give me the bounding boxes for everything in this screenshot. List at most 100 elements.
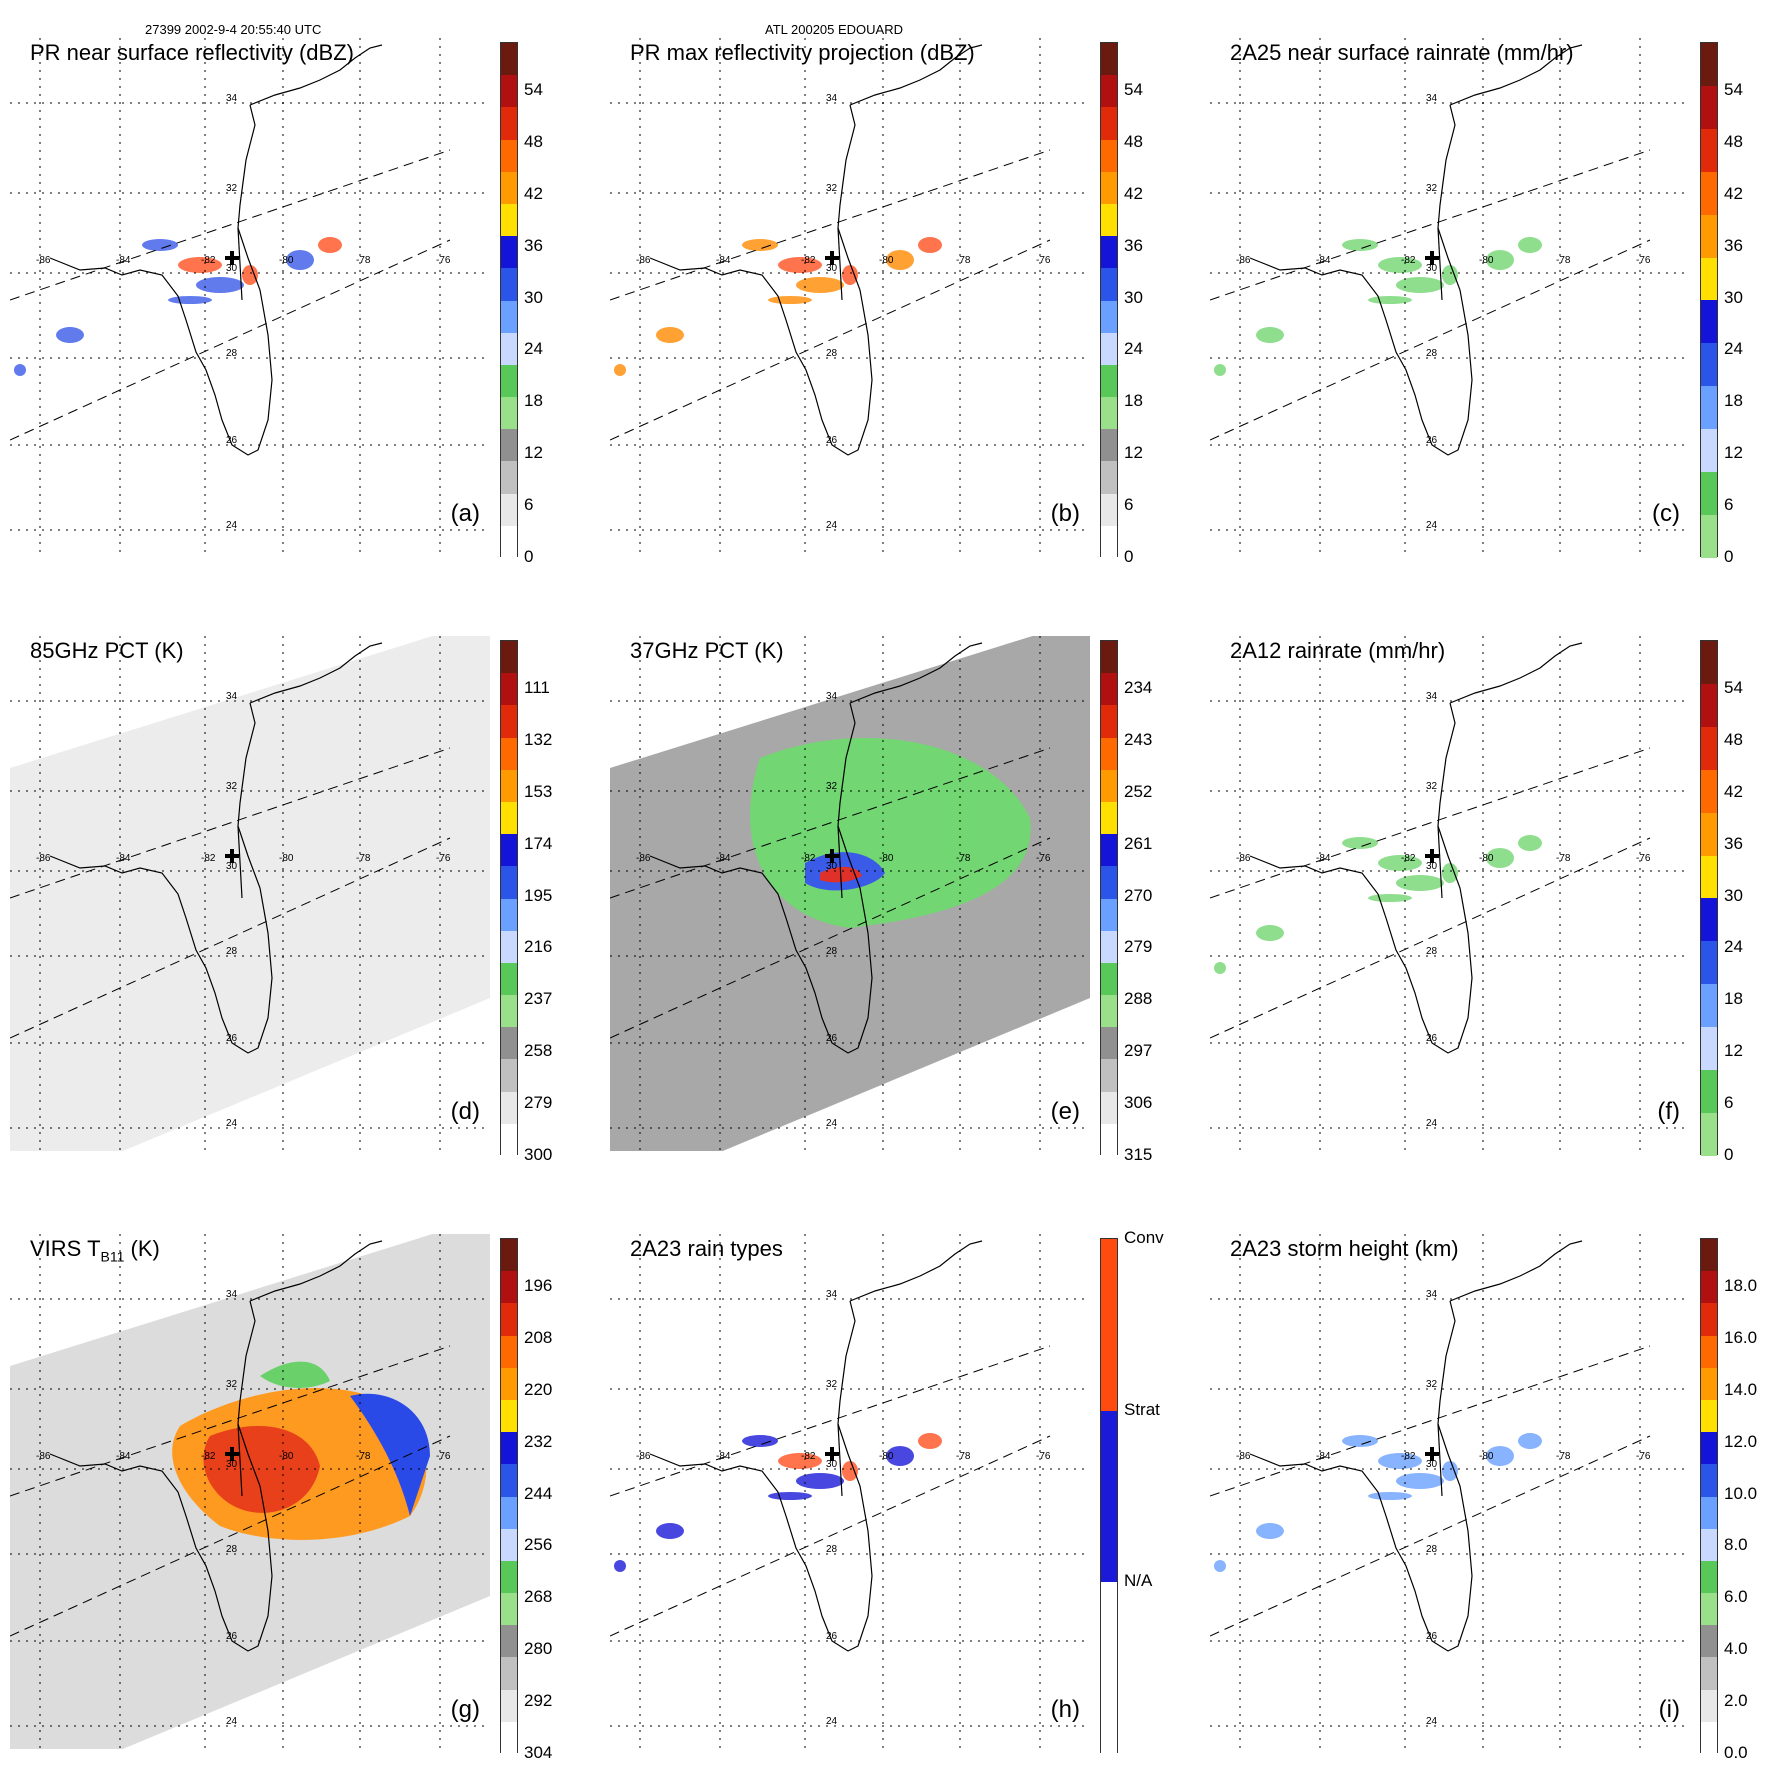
colorbar-tick-label: 195 (524, 885, 553, 905)
header-center: ATL 200205 EDOUARD (765, 22, 904, 37)
colorbar-tick-label: 12 (1724, 443, 1743, 463)
panel-label: (i) (1658, 1696, 1680, 1723)
colorbar-tick-label: 36 (1724, 235, 1743, 255)
colorbar-segment (1101, 1091, 1117, 1124)
coastline (1449, 1240, 1583, 1302)
swath-edge (610, 1345, 1051, 1497)
coastline (649, 104, 873, 456)
colorbar-segment (501, 1091, 517, 1124)
panel-label: (h) (1050, 1696, 1080, 1723)
lon-label: -86 (1236, 853, 1251, 864)
swath-background (10, 636, 490, 1151)
colorbar-segment (1101, 203, 1117, 237)
panel-label: (e) (1050, 1098, 1080, 1125)
precip-cell (1378, 1453, 1422, 1469)
colorbar-segment (501, 1464, 517, 1497)
precip-cell (742, 1435, 778, 1447)
storm-center-marker (1425, 849, 1439, 863)
precip-cell (14, 364, 26, 376)
colorbar-tick-label: 18 (1124, 391, 1143, 411)
lat-label: 32 (226, 1379, 238, 1390)
precip-cell (778, 1453, 822, 1469)
swath-edge (610, 747, 1051, 899)
precip-cell (614, 1560, 626, 1572)
colorbar-segment (501, 1689, 517, 1722)
colorbar-segment (1101, 429, 1117, 462)
swath-edge (1210, 1345, 1651, 1497)
lon-label: -76 (436, 853, 451, 864)
precip-cell (842, 265, 858, 285)
colorbar-segment (1101, 737, 1117, 770)
precip-cell (742, 239, 778, 251)
colorbar-segment (501, 75, 517, 108)
colorbar-segment (1101, 641, 1117, 674)
lat-label: 26 (826, 1033, 838, 1044)
colorbar-tick-label: 10.0 (1724, 1483, 1758, 1503)
cloud-green (260, 1361, 330, 1388)
coastline (249, 44, 383, 106)
map-i (1210, 1234, 1690, 1749)
swath-edge (1210, 837, 1651, 1039)
precip-cell (1518, 237, 1542, 253)
swath-edge (610, 837, 1051, 1039)
panel-title-subscript: B11 (100, 1248, 125, 1265)
panel-title-h: 2A23 rain types (630, 1236, 783, 1262)
panel-title-a: PR near surface reflectivity (dBZ) (30, 40, 354, 66)
coastline (1449, 642, 1583, 704)
coastline (849, 642, 983, 704)
colorbar-tick-label: 4.0 (1724, 1639, 1748, 1659)
colorbar-segment (501, 737, 517, 770)
colorbar-segment (1101, 834, 1117, 867)
colorbar-tick-label: 0.0 (1724, 1743, 1748, 1762)
precip-cell (918, 1433, 942, 1449)
colorbar-segment (1101, 1239, 1117, 1411)
lat-label: 26 (1426, 1033, 1438, 1044)
swath-edge (610, 149, 1051, 301)
lon-label: -76 (436, 1451, 451, 1462)
colorbar-segment (501, 1399, 517, 1433)
lat-label: 34 (1426, 93, 1438, 104)
colorbar-segment (501, 898, 517, 931)
storm-center-marker (1425, 1447, 1439, 1461)
lat-label: 30 (1426, 861, 1438, 872)
colorbar-segment (1701, 214, 1717, 258)
panel-label: (f) (1657, 1098, 1680, 1125)
colorbar-segment (501, 107, 517, 140)
storm-center-marker (225, 849, 239, 863)
lat-label: 26 (826, 1631, 838, 1642)
colorbar-ticks: 234 243 252 261 270 279 288 297 306 315 (1124, 640, 1184, 1164)
colorbar-segment (1101, 268, 1117, 301)
lon-label: -78 (1556, 853, 1571, 864)
precip-cell (1256, 327, 1284, 343)
map-svg-d (10, 636, 490, 1151)
colorbar-tick-label: 18.0 (1724, 1276, 1758, 1295)
precip-cell (142, 239, 178, 251)
colorbar-tick-label: 48 (524, 131, 543, 151)
precip-cell (1214, 962, 1226, 974)
lon-label: -84 (716, 255, 731, 266)
panel-d: 34 32 30 28 26 24 -86 -84 -82 -80 -78 -76 85GHz PCT … (0, 598, 552, 1164)
colorbar-ticks: 54 48 42 36 30 24 18 12 6 0 (524, 42, 584, 566)
colorbar-segment (1701, 812, 1717, 856)
colorbar-segment (1101, 866, 1117, 899)
colorbar-tick-label: 268 (524, 1587, 553, 1607)
colorbar-segment (501, 300, 517, 333)
lon-label: -78 (356, 1451, 371, 1462)
map-svg-f (1210, 636, 1690, 1151)
precip-cell (1518, 835, 1542, 851)
colorbar-segment (1101, 236, 1117, 269)
colorbar-segment (1101, 769, 1117, 802)
colorbar-segment (501, 1239, 517, 1272)
state-boundary (837, 1423, 843, 1497)
panel-label: (d) (450, 1098, 480, 1125)
colorbar-segment (501, 1367, 517, 1400)
colorbar-segment (501, 1560, 517, 1594)
colorbar-segment (1701, 85, 1717, 129)
lon-label: -78 (956, 255, 971, 266)
swath-edge (610, 239, 1051, 441)
colorbar-tick-label: 237 (524, 989, 553, 1009)
colorbar-ticks: 54 48 42 36 30 24 18 12 6 0 (1724, 42, 1771, 566)
colorbar-segment (1101, 801, 1117, 835)
lat-label: 26 (1426, 435, 1438, 446)
colorbar-tick-label: 30 (1124, 287, 1143, 307)
